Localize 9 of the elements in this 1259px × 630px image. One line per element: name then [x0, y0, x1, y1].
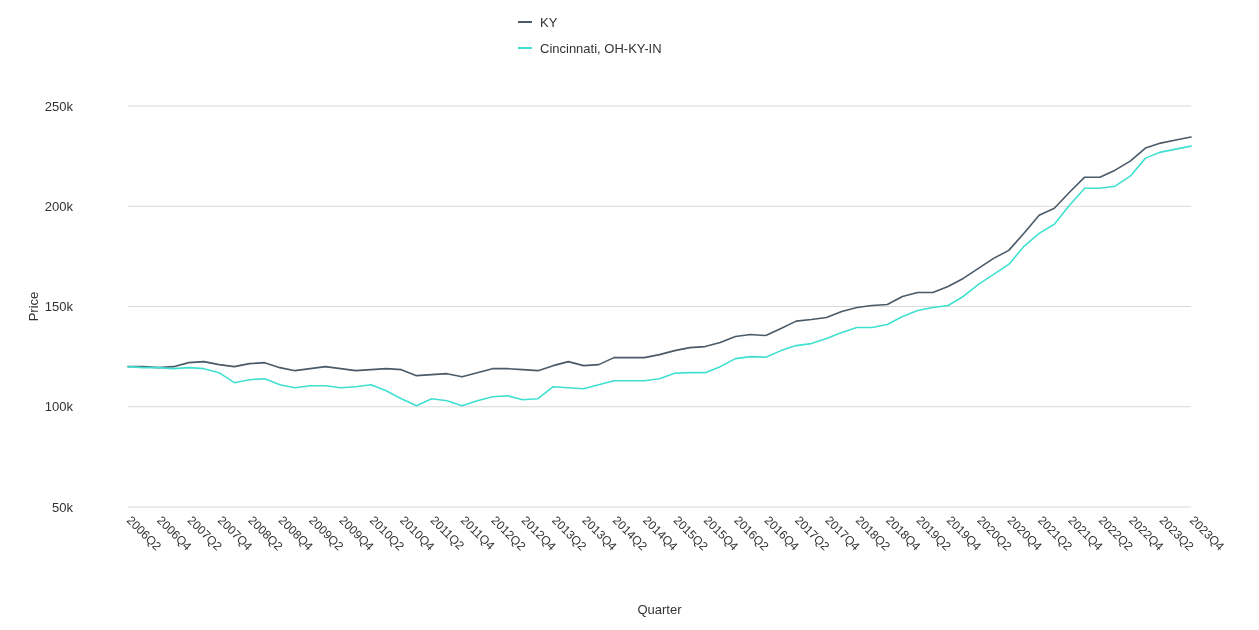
y-tick-label: 50k	[52, 499, 74, 515]
y-tick-label: 150k	[44, 299, 74, 315]
y-tick-label: 200k	[44, 198, 74, 214]
y-tick-label: 250k	[44, 98, 74, 114]
x-axis-title: Quarter	[637, 602, 683, 617]
legend-label: KY	[540, 14, 558, 30]
y-tick-label: 100k	[44, 399, 74, 415]
legend-label: Cincinnati, OH-KY-IN	[540, 40, 662, 56]
y-axis-title: Price	[26, 291, 41, 322]
